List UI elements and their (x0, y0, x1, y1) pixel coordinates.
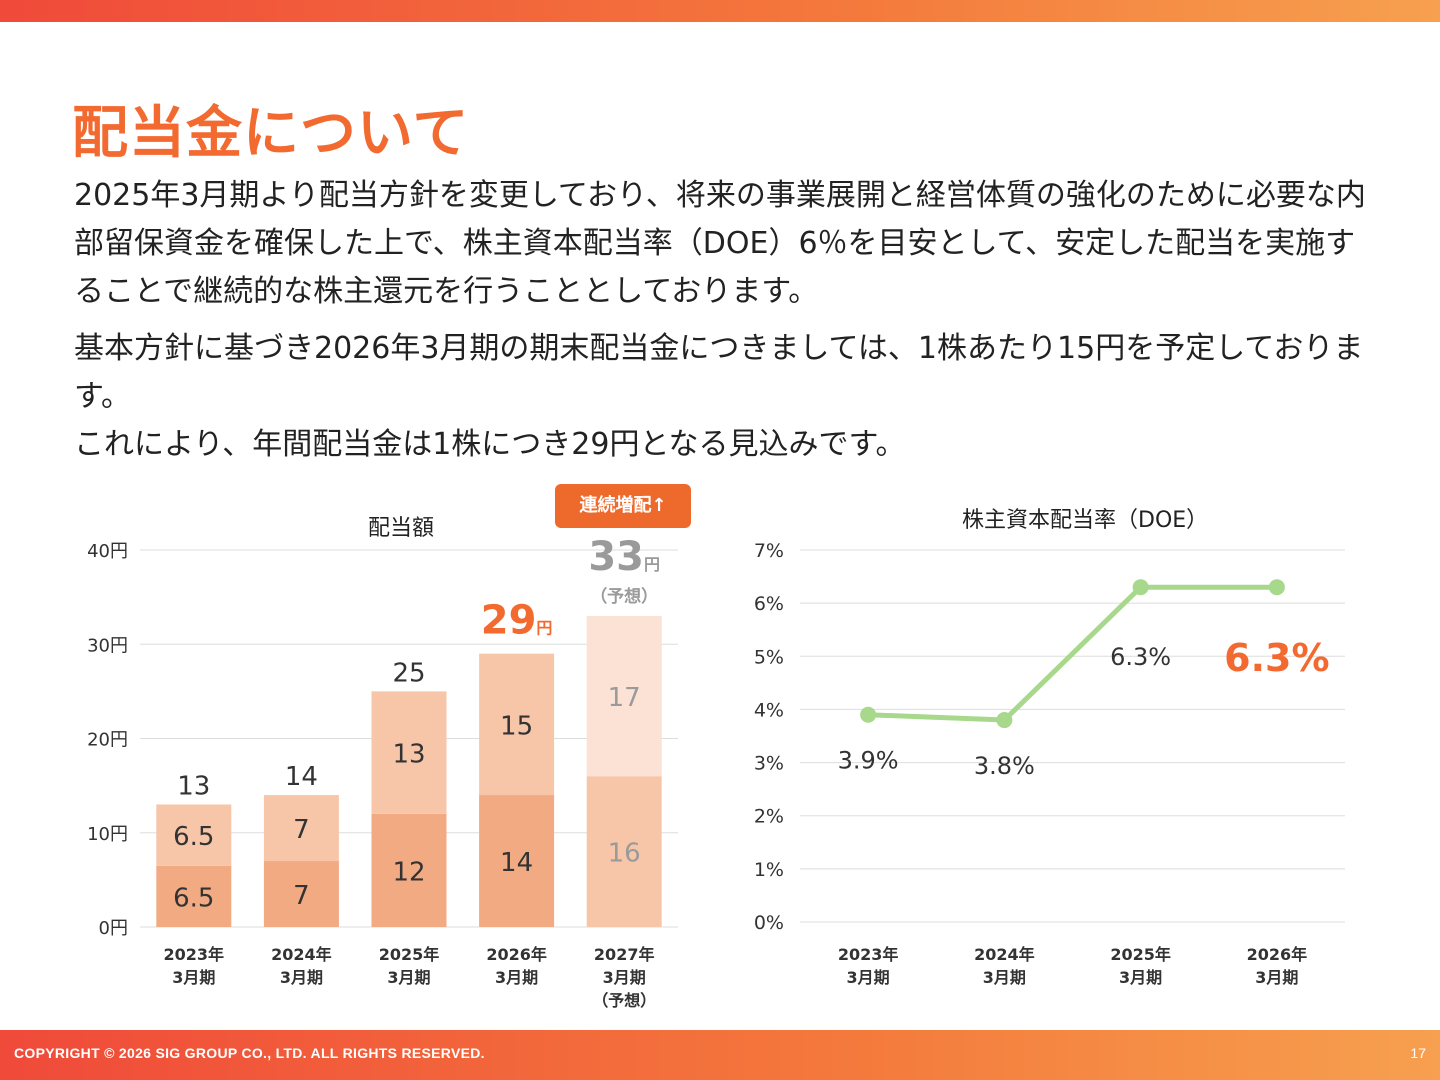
x-tick-label: 3月期 (495, 968, 538, 987)
y-tick-label: 0円 (99, 918, 128, 939)
bar-total-label: 14 (285, 762, 318, 792)
x-tick-label: 3月期 (1119, 968, 1162, 987)
x-tick-label: 3月期 (603, 968, 646, 987)
bar-total-label: 25 (392, 658, 425, 688)
bar-segment-year-end (263, 795, 339, 862)
top-accent-bar (0, 0, 1440, 22)
doe-value-label: 6.3% (1110, 643, 1171, 671)
y-tick-label: 0% (754, 912, 784, 934)
bar-segment-year-end (586, 615, 662, 777)
bar-segment-interim (371, 813, 447, 927)
doe-value-label: 6.3% (1224, 636, 1329, 680)
x-tick-label: 2026年 (1247, 945, 1308, 964)
bar-total-label: 13 (177, 771, 210, 801)
x-tick-label: 2027年 (594, 945, 655, 964)
y-tick-label: 10円 (87, 824, 128, 845)
y-tick-label: 7% (754, 540, 784, 562)
doe-data-point (860, 706, 877, 723)
y-tick-label: 30円 (87, 635, 128, 656)
doe-value-label: 3.9% (838, 747, 899, 775)
dividend-plan-paragraph: 基本方針に基づき2026年3月期の期末配当金につきましては、1株あたり15円を予… (74, 325, 1374, 469)
bar-value-label: 13 (392, 740, 425, 770)
x-tick-label: 2024年 (974, 945, 1035, 964)
policy-paragraph: 2025年3月期より配当方針を変更しており、将来の事業展開と経営体質の強化のため… (74, 178, 1366, 309)
bar-total-label: 29円 (481, 598, 553, 644)
footer-bar: COPYRIGHT © 2026 SIG GROUP CO., LTD. ALL… (0, 1030, 1440, 1080)
y-tick-label: 3% (754, 753, 784, 775)
x-tick-label: 3月期 (1255, 968, 1298, 987)
x-tick-label: 3月期 (280, 968, 323, 987)
x-tick-label: 2023年 (164, 945, 225, 964)
doe-data-point (1132, 579, 1149, 596)
doe-line-chart: 0% 1% 2% 3% 4% 5% 6% 7% 3.9% 2023年 3月期 3.8% 2024年 3月期… (754, 540, 1345, 987)
page-number: 17 (1410, 1045, 1426, 1061)
y-tick-label: 5% (754, 646, 784, 668)
x-tick-label: （予想） (592, 991, 656, 1010)
doe-data-point (996, 712, 1013, 729)
x-tick-label: 2023年 (838, 945, 899, 964)
x-tick-label: 2024年 (271, 945, 332, 964)
y-tick-label: 40円 (87, 541, 128, 562)
bar-segment-year-end (156, 804, 232, 866)
bar-value-label: 6.5 (173, 822, 214, 852)
y-tick-label: 2% (754, 806, 784, 828)
bar-value-label: 15 (500, 711, 533, 741)
doe-value-label: 3.8% (974, 752, 1035, 780)
x-tick-label: 3月期 (983, 968, 1026, 987)
x-tick-label: 3月期 (387, 968, 430, 987)
x-tick-label: 3月期 (847, 968, 890, 987)
dividend-plan-line-1: 基本方針に基づき2026年3月期の期末配当金につきましては、1株あたり15円を予… (74, 331, 1364, 414)
bar-value-label: 12 (392, 857, 425, 887)
doe-series-line (865, 584, 1280, 723)
consecutive-increase-badge: 連続増配↑ (555, 484, 691, 528)
x-tick-label: 2026年 (486, 945, 547, 964)
bar-value-label: 7 (293, 881, 310, 911)
y-tick-label: 20円 (87, 730, 128, 751)
bar-total-label: 33円 (588, 534, 660, 580)
page-title: 配当金について (72, 101, 470, 166)
forecast-note: （予想） (590, 586, 658, 607)
x-tick-label: 2025年 (379, 945, 440, 964)
bar-segment-year-end (371, 691, 447, 814)
y-tick-label: 6% (754, 593, 784, 615)
y-tick-label: 1% (754, 859, 784, 881)
y-tick-label: 4% (754, 699, 784, 721)
bar-value-label: 17 (608, 683, 641, 713)
bar-segment-interim (156, 865, 232, 927)
bar-value-label: 6.5 (173, 883, 214, 913)
bar-value-label: 16 (608, 839, 641, 869)
bar-segment-year-end (479, 653, 555, 796)
bar-segment-interim (263, 861, 339, 927)
dividend-chart-title: 配当額 (368, 516, 435, 541)
doe-data-point (1268, 579, 1285, 596)
dividend-bar-chart: 0円 10円 20円 30円 40円 6.5 6.5 13 2023年 3月期 7 7 14 2024年 3… (87, 534, 678, 1010)
bar-value-label: 7 (293, 815, 310, 845)
x-tick-label: 3月期 (172, 968, 215, 987)
x-tick-label: 2025年 (1110, 945, 1171, 964)
doe-chart-title: 株主資本配当率（DOE） (962, 508, 1209, 533)
bar-value-label: 14 (500, 848, 533, 878)
dividend-plan-line-2: これにより、年間配当金は1株につき29円となる見込みです。 (74, 427, 906, 462)
bar-segment-interim (479, 795, 555, 927)
copyright-text: COPYRIGHT © 2026 SIG GROUP CO., LTD. ALL… (14, 1045, 485, 1061)
bar-segment-interim (586, 776, 662, 927)
